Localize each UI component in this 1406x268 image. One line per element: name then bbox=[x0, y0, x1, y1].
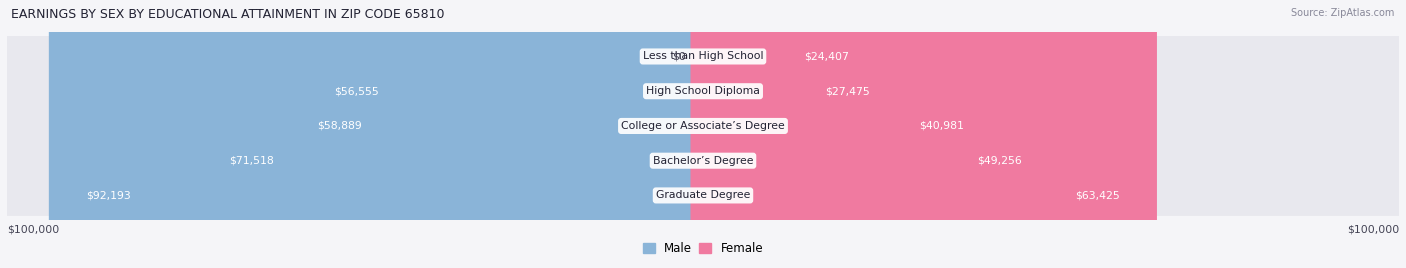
FancyBboxPatch shape bbox=[690, 0, 1059, 268]
Text: $0: $0 bbox=[672, 51, 686, 61]
Text: $58,889: $58,889 bbox=[318, 121, 363, 131]
FancyBboxPatch shape bbox=[0, 106, 1406, 146]
FancyBboxPatch shape bbox=[0, 175, 1406, 216]
FancyBboxPatch shape bbox=[281, 0, 716, 268]
Text: $100,000: $100,000 bbox=[1347, 225, 1399, 235]
Text: $49,256: $49,256 bbox=[977, 156, 1021, 166]
FancyBboxPatch shape bbox=[0, 36, 1406, 77]
FancyBboxPatch shape bbox=[0, 140, 1406, 181]
Text: Source: ZipAtlas.com: Source: ZipAtlas.com bbox=[1291, 8, 1395, 18]
Text: $24,407: $24,407 bbox=[804, 51, 848, 61]
Legend: Male, Female: Male, Female bbox=[643, 242, 763, 255]
FancyBboxPatch shape bbox=[690, 0, 907, 268]
FancyBboxPatch shape bbox=[690, 0, 1157, 268]
FancyBboxPatch shape bbox=[690, 0, 886, 268]
FancyBboxPatch shape bbox=[49, 0, 716, 268]
Text: $63,425: $63,425 bbox=[1076, 191, 1121, 200]
FancyBboxPatch shape bbox=[297, 0, 716, 268]
FancyBboxPatch shape bbox=[0, 71, 1406, 112]
Text: College or Associate’s Degree: College or Associate’s Degree bbox=[621, 121, 785, 131]
Text: $40,981: $40,981 bbox=[920, 121, 965, 131]
Text: EARNINGS BY SEX BY EDUCATIONAL ATTAINMENT IN ZIP CODE 65810: EARNINGS BY SEX BY EDUCATIONAL ATTAINMEN… bbox=[11, 8, 444, 21]
Text: Less than High School: Less than High School bbox=[643, 51, 763, 61]
Text: $100,000: $100,000 bbox=[7, 225, 59, 235]
Text: High School Diploma: High School Diploma bbox=[647, 86, 759, 96]
Text: $92,193: $92,193 bbox=[86, 191, 131, 200]
FancyBboxPatch shape bbox=[690, 0, 1001, 268]
Text: Bachelor’s Degree: Bachelor’s Degree bbox=[652, 156, 754, 166]
Text: $27,475: $27,475 bbox=[825, 86, 870, 96]
Text: $71,518: $71,518 bbox=[229, 156, 274, 166]
Text: Graduate Degree: Graduate Degree bbox=[655, 191, 751, 200]
Text: $56,555: $56,555 bbox=[333, 86, 378, 96]
FancyBboxPatch shape bbox=[193, 0, 716, 268]
